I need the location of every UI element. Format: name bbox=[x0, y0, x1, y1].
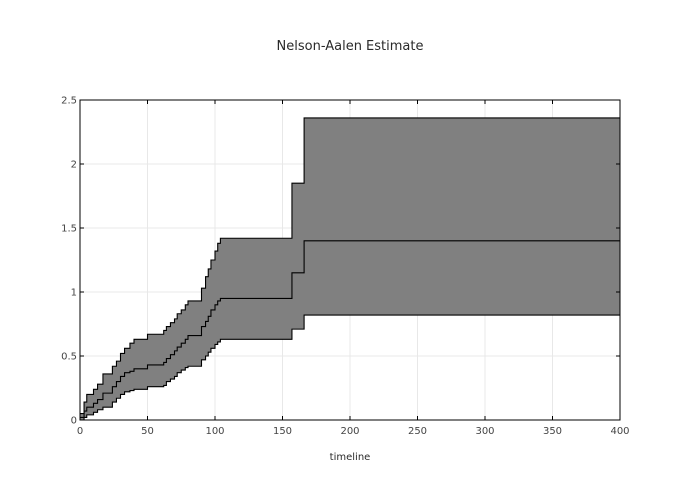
series-line-lower bbox=[80, 314, 620, 421]
y-tick-label: 1 bbox=[71, 288, 77, 299]
x-tick-label: 100 bbox=[205, 426, 224, 437]
x-tick-label: 350 bbox=[543, 426, 562, 437]
x-tick-label: 200 bbox=[340, 426, 359, 437]
y-tick-label: 2 bbox=[71, 160, 77, 171]
chart-title: Nelson-Aalen Estimate bbox=[277, 39, 424, 54]
y-tick-label: 1.5 bbox=[61, 224, 77, 235]
x-axis-ticks: 0 50 100 150 200 250 300 350 400 bbox=[77, 100, 630, 437]
x-tick-label: 400 bbox=[610, 426, 629, 437]
plot-area bbox=[80, 117, 620, 421]
y-tick-label: 0.5 bbox=[61, 352, 77, 363]
x-tick-label: 300 bbox=[475, 426, 494, 437]
y-axis-ticks: 0 0.5 1 1.5 2 2.5 bbox=[61, 96, 620, 427]
y-tick-label: 0 bbox=[71, 416, 77, 427]
x-axis-label: timeline bbox=[330, 452, 371, 463]
x-tick-label: 250 bbox=[408, 426, 427, 437]
x-tick-label: 50 bbox=[141, 426, 154, 437]
x-tick-label: 0 bbox=[77, 426, 83, 437]
series-line-estimate bbox=[80, 240, 620, 418]
y-tick-label: 2.5 bbox=[61, 96, 77, 107]
series-line-upper bbox=[80, 117, 620, 415]
x-tick-label: 150 bbox=[273, 426, 292, 437]
